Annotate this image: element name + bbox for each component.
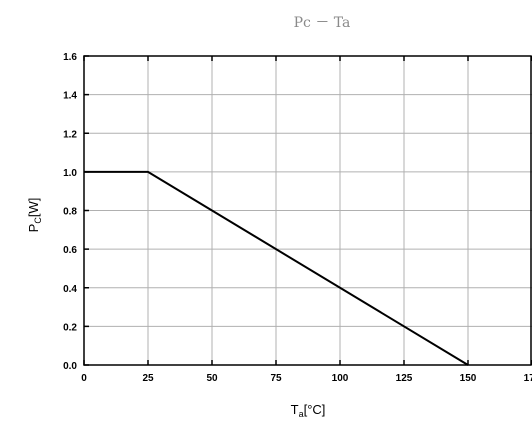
y-tick-label: 1.6 [63, 52, 77, 63]
x-axis-label-unit: [°C] [304, 402, 326, 417]
series [84, 170, 469, 366]
x-tick-label: 150 [460, 373, 477, 384]
x-tick-label: 100 [332, 373, 349, 384]
y-tick-label: 0.8 [63, 207, 77, 218]
x-tick-label: 0 [81, 373, 87, 384]
y-axis-label-sub: C [33, 217, 43, 224]
y-tick-label: 0.2 [63, 322, 77, 333]
y-tick-label: 1.2 [63, 129, 77, 140]
x-axis-label: Ta[°C] [291, 402, 326, 419]
y-axis-label-main: P [26, 224, 41, 233]
grid [84, 56, 532, 365]
x-tick-label: 75 [270, 373, 282, 384]
y-tick-label: 1.4 [63, 91, 77, 102]
y-tick-label: 0.0 [63, 361, 77, 372]
y-tick-label: 0.6 [63, 245, 77, 256]
y-axis-label-unit: [W] [26, 198, 41, 218]
chart-title: Pc － Ta [294, 15, 351, 31]
x-tick-label: 125 [396, 373, 413, 384]
x-tick-label: 25 [142, 373, 154, 384]
series-line [84, 170, 469, 366]
x-axis-label-sub: a [299, 409, 304, 419]
x-tick-label: 175 [524, 373, 532, 384]
x-tick-label: 50 [206, 373, 218, 384]
y-axis-label: PC[W] [26, 198, 43, 233]
y-tick-label: 1.0 [63, 168, 77, 179]
axis-ticks: 0 25 50 75 100 125 150 175 0.0 0.2 0.4 0.6 0.8 1.0 1.2… [63, 52, 532, 384]
y-tick-label: 0.4 [63, 284, 77, 295]
x-axis-label-main: T [291, 402, 299, 417]
